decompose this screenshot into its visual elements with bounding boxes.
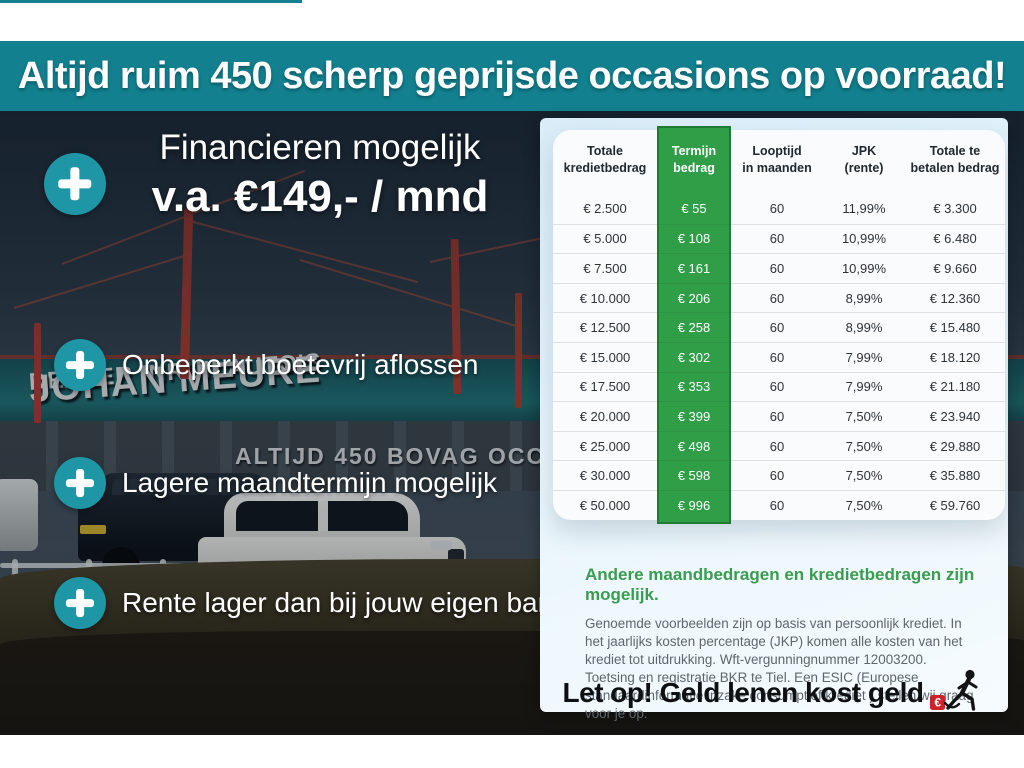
table-row: € 30.000 € 598 60 7,50% € 35.880 [553, 460, 1005, 490]
table-cell: € 399 [677, 408, 711, 424]
top-accent-line [0, 0, 302, 3]
table-row: € 17.500 € 353 60 7,99% € 21.180 [553, 371, 1005, 402]
table-cell: € 15.480 [929, 320, 981, 336]
table-cell: 60 [769, 438, 785, 454]
table-row: € 12.500 € 258 60 8,99% € 15.480 [553, 312, 1005, 342]
table-cell: € 108 [677, 231, 711, 247]
credit-warning: Let op! Geld lenen kost geld € [540, 668, 1008, 717]
column-header: Totale te betalen bedrag [910, 144, 1000, 175]
table-cell: 10,99% [841, 231, 887, 247]
table-cell: € 23.940 [929, 408, 981, 424]
red-mast [515, 293, 522, 408]
svg-text:€: € [935, 696, 942, 710]
table-cell: 7,99% [845, 349, 883, 365]
disclaimer-heading: Andere maandbedragen en kredietbedragen … [585, 565, 975, 605]
table-cell: € 6.480 [933, 231, 977, 247]
top-banner: Altijd ruim 450 scherp geprijsde occasio… [0, 41, 1024, 111]
table-cell: 60 [769, 497, 785, 513]
table-cell: € 206 [677, 290, 711, 306]
table-row: € 2.500 € 55 60 11,99% € 3.300 [553, 194, 1005, 224]
table-cell: 7,99% [845, 379, 883, 395]
table-cell: 60 [769, 349, 785, 365]
highlighted-column-background [657, 126, 731, 524]
table-cell: € 302 [677, 349, 711, 365]
table-cell: € 50.000 [579, 497, 631, 513]
column-header: JPK (rente) [844, 144, 884, 175]
table-cell: 7,50% [845, 408, 883, 424]
column-header: Termijn bedrag [671, 144, 717, 175]
table-row: € 20.000 € 399 60 7,50% € 23.940 [553, 401, 1005, 431]
table-cell: 7,50% [845, 438, 883, 454]
column-header: Looptijd in maanden [742, 144, 812, 175]
table-cell: 7,50% [845, 497, 883, 513]
table-cell: 8,99% [845, 290, 883, 306]
table-cell: € 12.360 [929, 290, 981, 306]
table-cell: € 498 [677, 438, 711, 454]
table-header-row: Totale kredietbedrag Termijn bedrag Loopti… [553, 130, 1005, 194]
table-cell: € 258 [677, 320, 711, 336]
table-cell: € 3.300 [933, 201, 977, 217]
column-header: Totale kredietbedrag [563, 144, 647, 175]
finance-table-card [553, 130, 1005, 520]
table-row: € 25.000 € 498 60 7,50% € 29.880 [553, 430, 1005, 461]
table-cell: 8,99% [845, 320, 883, 336]
table-cell: € 353 [677, 379, 711, 395]
table-cell: € 20.000 [579, 408, 631, 424]
table-cell: € 35.880 [929, 468, 981, 484]
table-cell: 60 [769, 231, 785, 247]
table-cell: € 18.120 [929, 349, 981, 365]
table-row: € 15.000 € 302 60 7,99% € 18.120 [553, 341, 1005, 372]
table-cell: 60 [769, 290, 785, 306]
table-row: € 7.500 € 161 60 10,99% € 9.660 [553, 253, 1005, 283]
table-cell: 10,99% [841, 260, 887, 276]
money-drag-icon: € [929, 668, 985, 717]
disclaimer: Andere maandbedragen en kredietbedragen … [585, 565, 977, 723]
disclaimer-body: Genoemde voorbeelden zijn op basis van p… [585, 615, 974, 721]
table-cell: € 10.000 [579, 290, 631, 306]
table-cell: € 29.880 [929, 438, 981, 454]
table-cell: € 21.180 [929, 379, 981, 395]
table-cell: € 15.000 [579, 349, 631, 365]
table-cell: 60 [769, 320, 785, 336]
table-cell: € 25.000 [579, 438, 631, 454]
table-row: € 10.000 € 206 60 8,99% € 12.360 [553, 282, 1005, 313]
table-row: € 50.000 € 996 60 7,50% € 59.760 [553, 489, 1005, 520]
table-cell: € 12.500 [579, 320, 631, 336]
license-plate [80, 525, 106, 534]
table-cell: 7,50% [845, 468, 883, 484]
table-cell: € 2.500 [583, 201, 627, 217]
car-silhouette [0, 479, 38, 551]
finance-panel: Totale kredietbedrag Termijn bedrag Loopti… [540, 118, 1008, 721]
table-cell: € 17.500 [579, 379, 631, 395]
table-cell: 60 [769, 201, 785, 217]
table-body: € 2.500 € 55 60 11,99% € 3.300 € 5.000 € 108 60… [553, 194, 1005, 520]
table-cell: 60 [769, 468, 785, 484]
table-row: € 5.000 € 108 60 10,99% € 6.480 [553, 223, 1005, 254]
finance-table: Totale kredietbedrag Termijn bedrag Loopti… [553, 130, 1005, 520]
table-cell: 60 [769, 379, 785, 395]
table-cell: € 161 [677, 260, 711, 276]
table-cell: 11,99% [842, 201, 886, 217]
table-cell: € 598 [677, 468, 711, 484]
table-cell: € 5.000 [583, 231, 627, 247]
banner-text: Altijd ruim 450 scherp geprijsde occasio… [17, 54, 1007, 97]
table-cell: € 7.500 [583, 260, 627, 276]
table-cell: € 996 [677, 497, 711, 513]
table-cell: € 55 [681, 201, 707, 217]
credit-warning-text: Let op! Geld lenen kost geld [562, 676, 924, 708]
table-cell: € 30.000 [579, 468, 631, 484]
table-cell: 60 [769, 408, 785, 424]
table-cell: € 59.760 [929, 497, 981, 513]
table-cell: € 9.660 [933, 260, 977, 276]
table-cell: 60 [769, 260, 785, 276]
red-mast [34, 323, 41, 423]
